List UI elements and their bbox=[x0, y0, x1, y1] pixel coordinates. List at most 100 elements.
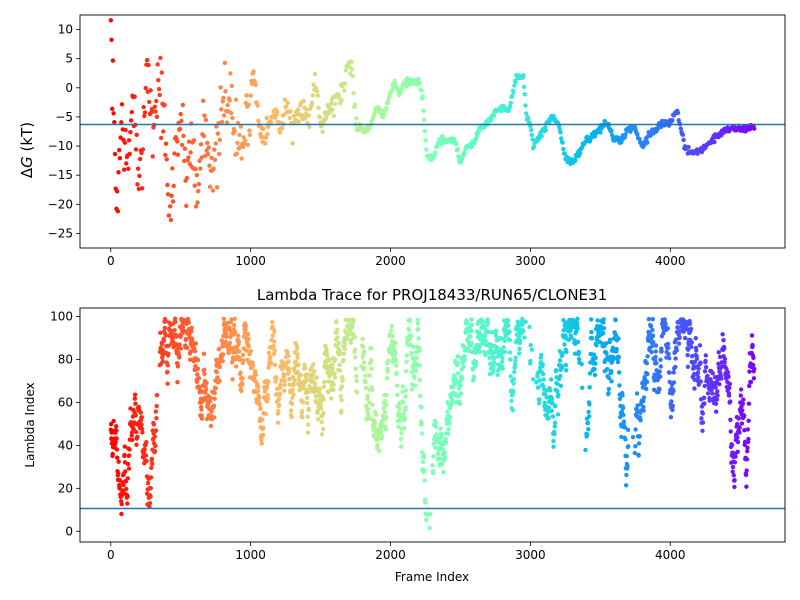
lambda-point bbox=[700, 428, 705, 433]
lambda-point bbox=[423, 500, 428, 505]
lambda-point bbox=[692, 386, 697, 391]
delta-g-point bbox=[521, 73, 526, 78]
lambda-point bbox=[379, 434, 385, 439]
delta-g-point bbox=[235, 140, 240, 146]
lambda-point bbox=[404, 353, 409, 358]
lambda-point bbox=[447, 421, 452, 426]
delta-g-point bbox=[296, 119, 302, 124]
lambda-point bbox=[716, 361, 721, 366]
delta-g-point bbox=[416, 76, 421, 82]
delta-g-point bbox=[311, 82, 316, 87]
lambda-point bbox=[586, 427, 591, 432]
delta-g-point bbox=[158, 135, 164, 141]
delta-g-point bbox=[227, 98, 232, 103]
lambda-point bbox=[671, 380, 677, 385]
lambda-point bbox=[613, 317, 618, 323]
delta-g-point bbox=[110, 58, 116, 63]
lambda-point bbox=[150, 461, 155, 466]
lambda-point bbox=[384, 376, 390, 381]
lambda-point bbox=[714, 397, 720, 402]
lambda-point bbox=[123, 469, 128, 474]
lambda-point bbox=[576, 356, 582, 362]
lambda-point bbox=[616, 354, 621, 360]
lambda-point bbox=[404, 359, 409, 364]
lambda-point bbox=[299, 408, 305, 414]
delta-g-y-tick-label: 5 bbox=[65, 52, 73, 66]
lambda-point bbox=[125, 461, 131, 467]
delta-g-point bbox=[336, 92, 341, 98]
lambda-point bbox=[244, 348, 249, 353]
lambda-point bbox=[232, 316, 237, 321]
delta-g-point bbox=[182, 146, 188, 151]
delta-g-point bbox=[122, 140, 128, 145]
delta-g-point bbox=[207, 163, 212, 168]
lambda-point bbox=[648, 323, 654, 329]
lambda-point bbox=[653, 354, 658, 360]
lambda-point bbox=[273, 379, 278, 384]
lambda-point bbox=[226, 350, 231, 356]
lambda-point bbox=[674, 348, 679, 353]
delta-g-point bbox=[559, 136, 564, 141]
lambda-point bbox=[135, 434, 140, 440]
lambda-x-tick-label: 1000 bbox=[235, 548, 266, 562]
delta-g-point bbox=[124, 161, 129, 166]
lambda-point bbox=[396, 424, 401, 429]
delta-g-point bbox=[741, 124, 746, 129]
lambda-point bbox=[601, 317, 606, 322]
lambda-point bbox=[588, 317, 594, 322]
lambda-point bbox=[400, 389, 405, 394]
lambda-point bbox=[707, 398, 712, 403]
lambda-point bbox=[201, 351, 207, 356]
lambda-point bbox=[621, 419, 627, 424]
lambda-point bbox=[623, 437, 628, 442]
lambda-point bbox=[469, 317, 474, 322]
lambda-point bbox=[354, 378, 359, 384]
lambda-point bbox=[546, 415, 551, 421]
lambda-point bbox=[203, 390, 208, 395]
lambda-point bbox=[468, 334, 473, 339]
lambda-point bbox=[549, 397, 555, 402]
delta-g-point bbox=[423, 138, 428, 143]
lambda-point bbox=[319, 432, 325, 437]
lambda-point bbox=[671, 370, 676, 375]
delta-g-point bbox=[695, 151, 700, 156]
delta-g-y-tick-label: 10 bbox=[58, 23, 73, 37]
delta-g-point bbox=[331, 113, 337, 119]
lambda-point bbox=[587, 371, 593, 376]
lambda-point bbox=[739, 421, 745, 426]
lambda-point bbox=[228, 334, 233, 340]
lambda-y-tick-label: 80 bbox=[58, 353, 73, 367]
lambda-point bbox=[728, 399, 733, 404]
lambda-point bbox=[143, 453, 149, 458]
lambda-point bbox=[305, 400, 310, 406]
lambda-point bbox=[740, 401, 745, 406]
lambda-point bbox=[487, 355, 492, 361]
lambda-point bbox=[653, 343, 659, 348]
lambda-point bbox=[650, 327, 655, 333]
lambda-point bbox=[165, 363, 170, 368]
lambda-point bbox=[145, 480, 151, 486]
lambda-point bbox=[339, 384, 345, 389]
lambda-point bbox=[124, 486, 129, 492]
lambda-point bbox=[132, 396, 137, 401]
lambda-point bbox=[366, 407, 371, 412]
delta-g-point bbox=[371, 114, 376, 119]
delta-g-point bbox=[215, 131, 220, 136]
lambda-point bbox=[745, 449, 750, 454]
delta-g-point bbox=[166, 213, 171, 218]
lambda-point bbox=[369, 358, 374, 363]
lambda-point bbox=[295, 352, 300, 357]
delta-g-point bbox=[213, 141, 218, 146]
delta-g-point bbox=[522, 92, 527, 97]
lambda-point bbox=[442, 455, 448, 460]
lambda-point bbox=[381, 405, 386, 410]
lambda-point bbox=[384, 392, 389, 398]
lambda-point bbox=[122, 452, 127, 458]
lambda-point bbox=[202, 371, 207, 377]
delta-g-point bbox=[239, 156, 244, 161]
delta-g-point bbox=[184, 175, 190, 181]
delta-g-y-tick-label: −10 bbox=[48, 139, 73, 153]
lambda-point bbox=[256, 384, 261, 390]
delta-g-point bbox=[275, 109, 280, 115]
